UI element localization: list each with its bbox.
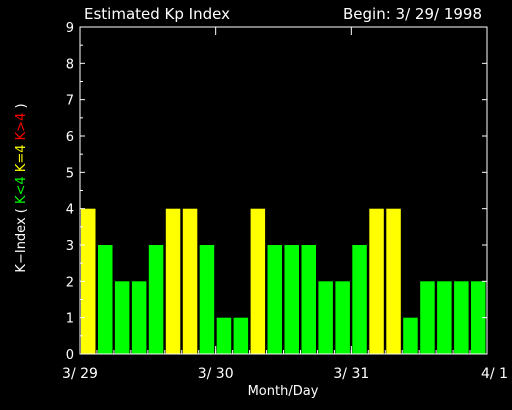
y-axis-label-part: K=4: [14, 144, 29, 176]
kp-bar: [165, 208, 181, 354]
x-tick-label: 3/ 30: [198, 366, 234, 382]
kp-bar: [420, 281, 435, 354]
y-tick-label: 6: [66, 130, 74, 145]
y-axis-label-part: K>4: [14, 113, 29, 145]
y-axis-label-part: K−Index (: [14, 208, 29, 272]
y-tick-label: 4: [66, 203, 74, 218]
y-tick-label: 7: [66, 94, 74, 109]
bars-group: [81, 208, 486, 354]
kp-bar: [216, 317, 232, 354]
kp-bar: [182, 208, 198, 354]
y-axis-label: K−Index ( K<4 K=4 K>4 ): [14, 103, 29, 272]
begin-date-label: Begin: 3/ 29/ 1998: [343, 5, 482, 23]
y-tick-label: 9: [66, 21, 74, 36]
kp-bar: [369, 208, 384, 354]
kp-bar: [98, 245, 113, 354]
kp-bar: [250, 208, 266, 354]
kp-bar: [471, 281, 486, 354]
kp-bar: [352, 245, 367, 354]
kp-bar: [233, 317, 249, 354]
y-tick-label: 5: [66, 166, 74, 181]
y-tick-label: 3: [66, 239, 74, 254]
kp-bar: [301, 245, 316, 354]
x-tick-label: 4/ 1: [481, 366, 508, 382]
x-axis-label: Month/Day: [248, 384, 319, 399]
x-tick-label: 3/ 31: [333, 366, 369, 382]
kp-bar: [267, 245, 282, 354]
y-tick-label: 2: [66, 275, 74, 290]
y-axis-label-part: ): [14, 103, 29, 112]
x-tick-label: 3/ 29: [62, 366, 98, 382]
kp-bar: [437, 281, 452, 354]
plot-frame: [79, 26, 488, 355]
y-tick-label: 0: [66, 348, 74, 363]
kp-bar: [403, 317, 418, 354]
kp-bar: [199, 245, 215, 354]
kp-bar: [386, 208, 401, 354]
x-axis-ticks: 3/ 29 3/ 30 3/ 31 4/ 1: [62, 27, 508, 382]
kp-bar: [131, 281, 147, 354]
kp-bar: [454, 281, 469, 354]
y-tick-label: 1: [66, 312, 74, 327]
kp-bar: [114, 281, 130, 354]
kp-bar: [148, 245, 164, 354]
kp-bar: [318, 281, 333, 354]
y-tick-label: 8: [66, 57, 74, 72]
chart-title: Estimated Kp Index: [84, 5, 230, 23]
kp-bar: [284, 245, 299, 354]
kp-bar: [335, 281, 350, 354]
y-axis-label-part: K<4: [14, 176, 29, 208]
